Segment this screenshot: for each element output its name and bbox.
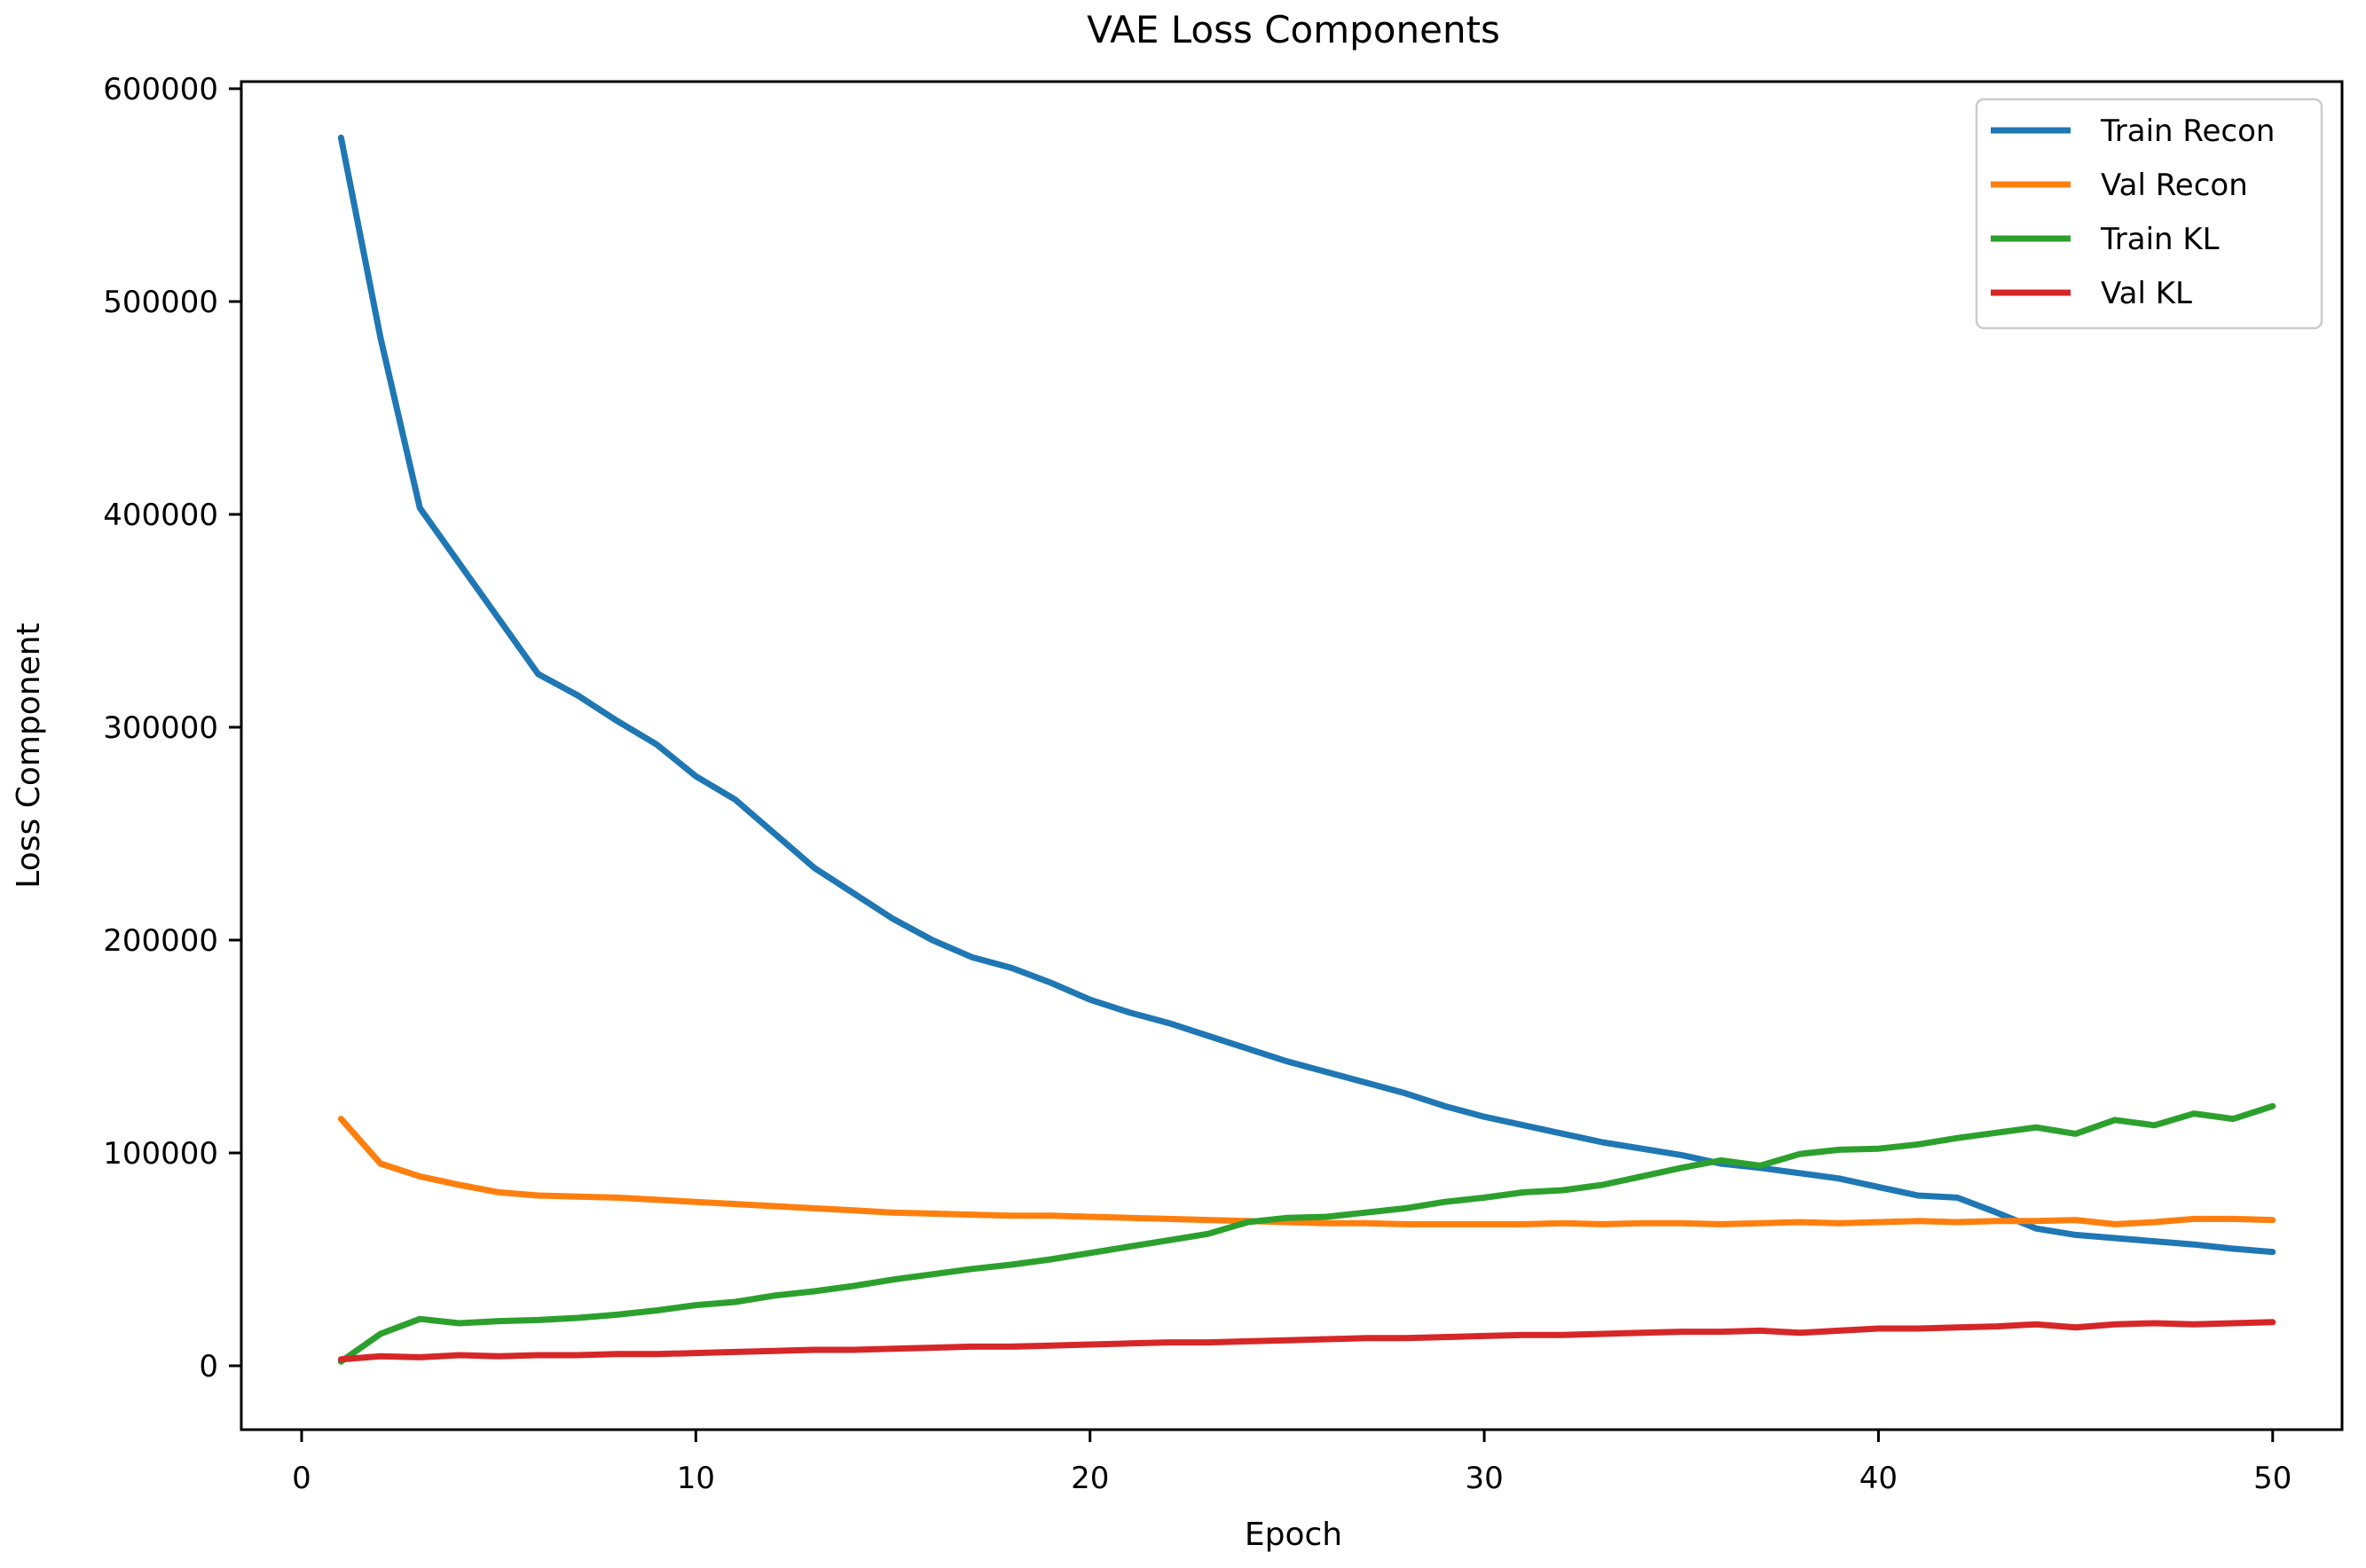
chart-title: VAE Loss Components [1087,8,1500,51]
x-axis-label: Epoch [1245,1517,1342,1553]
y-tick-label: 100000 [103,1136,218,1172]
series-line-train-kl [337,1102,2276,1365]
x-tick-label: 30 [1465,1461,1503,1496]
legend-item-train-kl: Train KL [1991,222,2220,257]
x-tick-label: 0 [292,1461,311,1496]
y-axis-label: Loss Component [11,623,47,888]
series-line-train-recon [337,134,2276,1256]
legend-label-train-recon: Train Recon [2100,114,2275,149]
y-tick-label: 600000 [103,72,218,107]
x-tick-label: 50 [2253,1461,2291,1496]
legend-item-val-recon: Val Recon [1991,168,2248,203]
y-tick-label: 0 [199,1349,218,1384]
legend-item-train-recon: Train Recon [1991,114,2275,149]
y-axis-ticks: 0 100000 200000 300000 400000 500000 600000 [103,72,241,1384]
x-tick-label: 10 [677,1461,715,1496]
series-line-val-recon [337,1116,2276,1227]
legend-label-val-recon: Val Recon [2101,168,2248,203]
legend-label-val-kl: Val KL [2101,276,2192,311]
legend: Train Recon Val Recon Train KL Val KL [1975,98,2323,330]
x-tick-label: 40 [1859,1461,1898,1496]
y-tick-label: 300000 [103,710,218,746]
legend-label-train-kl: Train KL [2100,222,2220,257]
series-lines [337,134,2276,1365]
y-tick-label: 200000 [103,923,218,959]
series-line-val-kl [337,1319,2276,1363]
legend-box [1975,98,2323,330]
plot-frame [240,80,2344,1431]
legend-item-val-kl: Val KL [1991,276,2192,311]
y-tick-label: 500000 [103,285,218,320]
x-axis-ticks: 0 10 20 30 40 50 [292,1430,2291,1496]
x-tick-label: 20 [1071,1461,1109,1496]
y-tick-label: 400000 [103,498,218,533]
